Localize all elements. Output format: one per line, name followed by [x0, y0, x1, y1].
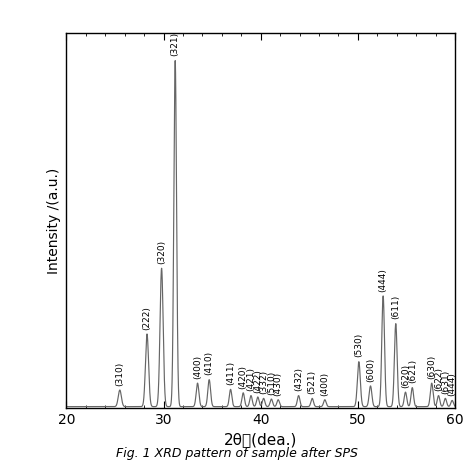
- Text: (600): (600): [366, 357, 375, 382]
- Text: (611): (611): [391, 295, 400, 319]
- Text: (631): (631): [441, 370, 450, 394]
- Text: (421): (421): [246, 367, 255, 392]
- Text: (321): (321): [171, 32, 180, 56]
- Text: (420): (420): [239, 364, 248, 389]
- Text: (622): (622): [434, 367, 443, 392]
- Text: (332): (332): [259, 370, 268, 394]
- Text: (620): (620): [401, 364, 410, 388]
- Text: (320): (320): [157, 240, 166, 264]
- Text: (400): (400): [193, 355, 202, 379]
- Text: (521): (521): [308, 370, 317, 394]
- Text: (310): (310): [115, 362, 124, 386]
- Text: (222): (222): [143, 306, 152, 330]
- Text: Fig. 1 XRD pattern of sample after SPS: Fig. 1 XRD pattern of sample after SPS: [116, 446, 358, 460]
- Text: (430): (430): [273, 371, 283, 395]
- Text: (432): (432): [294, 367, 303, 392]
- X-axis label: 2θ／(dea.): 2θ／(dea.): [224, 432, 297, 447]
- Text: (530): (530): [355, 333, 364, 357]
- Text: (630): (630): [427, 355, 436, 379]
- Text: (510): (510): [267, 371, 276, 395]
- Text: (410): (410): [205, 351, 214, 376]
- Text: (444): (444): [447, 372, 456, 396]
- Text: (444): (444): [379, 268, 388, 292]
- Text: (422): (422): [253, 369, 262, 393]
- Text: (411): (411): [226, 361, 235, 385]
- Text: (621): (621): [408, 359, 417, 384]
- Y-axis label: Intensity /(a.u.): Intensity /(a.u.): [47, 167, 61, 273]
- Text: (400): (400): [320, 371, 329, 395]
